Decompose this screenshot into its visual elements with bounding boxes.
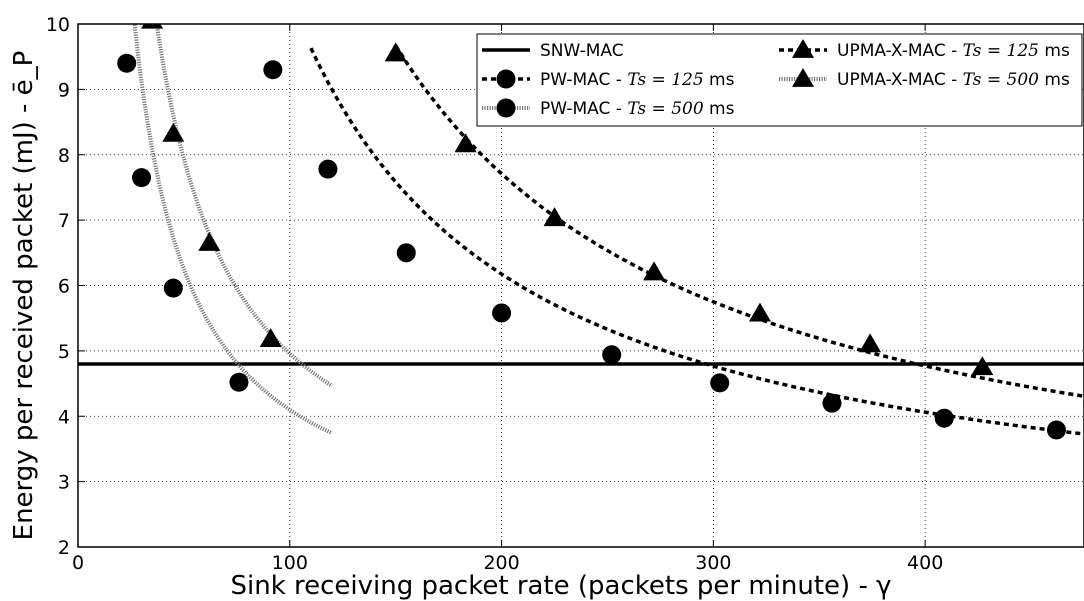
y-axis-label: Energy per received packet (mJ) - ē_P <box>9 51 39 541</box>
legend-label-suffix: ms <box>704 70 735 90</box>
legend-label-prefix: PW-MAC - <box>540 70 627 90</box>
y-tick-label: 4 <box>58 406 70 428</box>
y-tick-label: 5 <box>58 341 70 363</box>
legend-label-prefix: SNW-MAC <box>540 41 624 61</box>
data-point-series-1 <box>602 345 622 365</box>
x-tick-label: 400 <box>907 552 943 574</box>
legend-label-prefix: PW-MAC - <box>540 99 627 119</box>
data-point-series-4 <box>259 328 282 348</box>
legend-label-prefix: UPMA-X-MAC - <box>837 41 963 61</box>
y-tick-label: 10 <box>46 14 70 36</box>
legend-label-prefix: UPMA-X-MAC - <box>837 70 963 90</box>
legend-swatch-marker <box>496 69 516 89</box>
curves <box>78 24 1084 436</box>
data-point-series-1 <box>492 303 512 323</box>
x-tick-label: 0 <box>72 552 84 574</box>
data-point-series-3 <box>384 42 407 62</box>
y-tick-label: 6 <box>58 276 70 298</box>
data-point-series-1 <box>396 243 416 263</box>
axis-ticks: 0 100 200 300 400 2 3 4 5 6 7 8 9 10 <box>46 14 943 574</box>
legend-label-math: Ts = 500 <box>963 70 1040 90</box>
data-point-series-4 <box>198 232 221 251</box>
data-point-series-2 <box>163 278 183 298</box>
data-point-series-3 <box>748 302 771 322</box>
legend-swatch-marker <box>792 68 814 87</box>
x-axis-label: Sink receiving packet rate (packets per … <box>230 571 891 601</box>
y-tick-label: 3 <box>58 472 70 494</box>
legend-swatch-marker <box>792 39 814 58</box>
y-tick-label: 9 <box>58 79 70 101</box>
data-point-series-3 <box>454 133 477 153</box>
series-line-3 <box>394 44 1084 399</box>
legend-label-suffix: ms <box>1039 41 1070 61</box>
data-point-series-1 <box>1046 420 1066 440</box>
legend-label-math: Ts = 500 <box>627 99 704 119</box>
x-tick-label: 200 <box>483 552 519 574</box>
data-point-series-4 <box>141 24 164 29</box>
data-point-series-3 <box>859 333 882 353</box>
data-point-series-3 <box>643 261 666 281</box>
data-point-series-2 <box>229 372 249 392</box>
legend-label: SNW-MAC <box>540 41 624 61</box>
legend-swatch-marker <box>496 98 516 118</box>
data-point-series-2 <box>132 168 152 188</box>
markers <box>117 24 1066 440</box>
legend-label: UPMA-X-MAC - Ts = 500 ms <box>837 70 1070 90</box>
data-point-series-1 <box>934 408 954 428</box>
x-tick-label: 100 <box>272 552 308 574</box>
legend-label: PW-MAC - Ts = 500 ms <box>540 99 735 119</box>
legend-label: PW-MAC - Ts = 125 ms <box>540 70 735 90</box>
y-tick-label: 2 <box>58 537 70 559</box>
data-point-series-1 <box>710 373 730 393</box>
y-tick-label: 8 <box>58 145 70 167</box>
data-point-series-4 <box>162 122 185 142</box>
y-tick-label: 7 <box>58 210 70 232</box>
x-tick-label: 300 <box>695 552 731 574</box>
data-point-series-2 <box>117 53 137 73</box>
legend-label-math: Ts = 125 <box>627 70 703 90</box>
legend-label: UPMA-X-MAC - Ts = 125 ms <box>837 41 1070 61</box>
data-point-series-3 <box>971 356 994 376</box>
series-line-2 <box>132 24 333 435</box>
legend-label-math: Ts = 125 <box>963 41 1039 61</box>
data-point-series-1 <box>822 393 842 413</box>
legend-label-suffix: ms <box>704 99 735 119</box>
data-point-series-1 <box>263 60 283 80</box>
legend-label-suffix: ms <box>1039 70 1070 90</box>
data-point-series-3 <box>543 207 566 227</box>
series-line-1 <box>309 47 1084 436</box>
data-point-series-1 <box>318 159 338 179</box>
